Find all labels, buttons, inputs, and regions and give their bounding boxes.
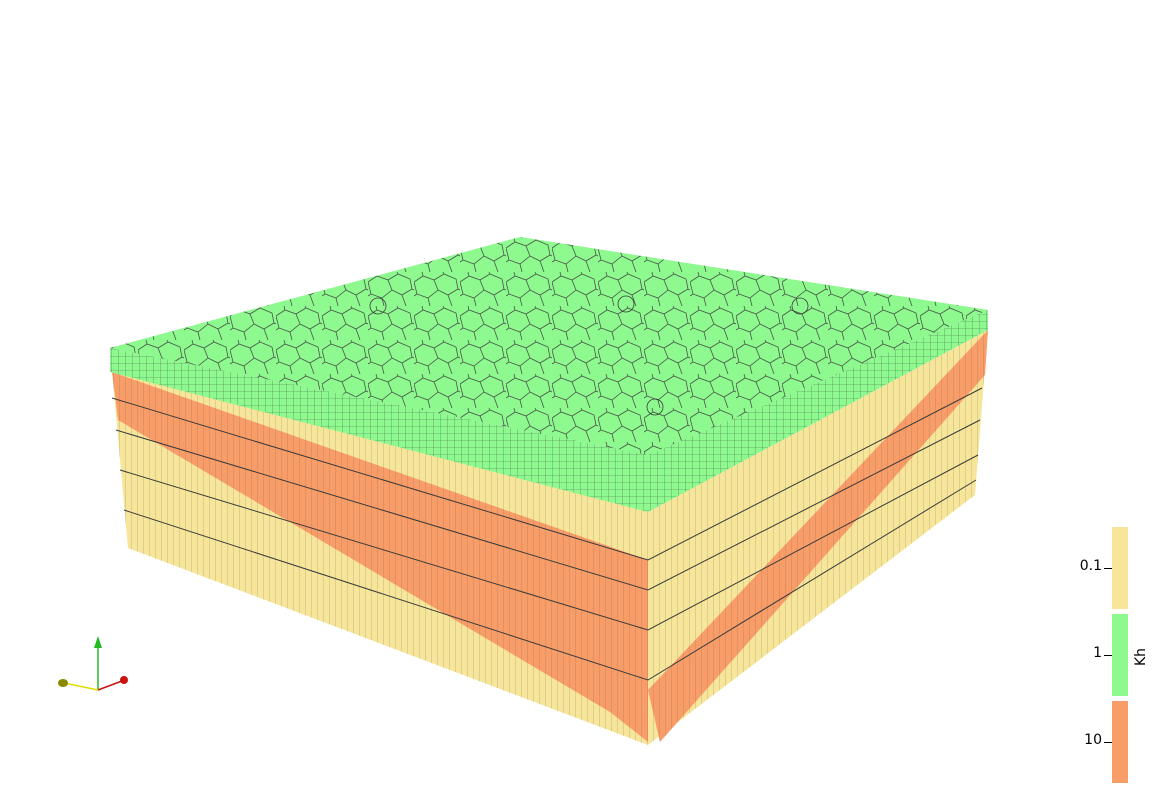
mesh-left-face xyxy=(110,348,648,745)
xyz-orientation-axes-icon xyxy=(58,636,128,691)
mesh-top-surface xyxy=(110,237,988,455)
mesh-layer-lines xyxy=(111,387,983,681)
mesh-top-layer-sides xyxy=(110,310,988,512)
mesh-right-face xyxy=(648,330,988,745)
